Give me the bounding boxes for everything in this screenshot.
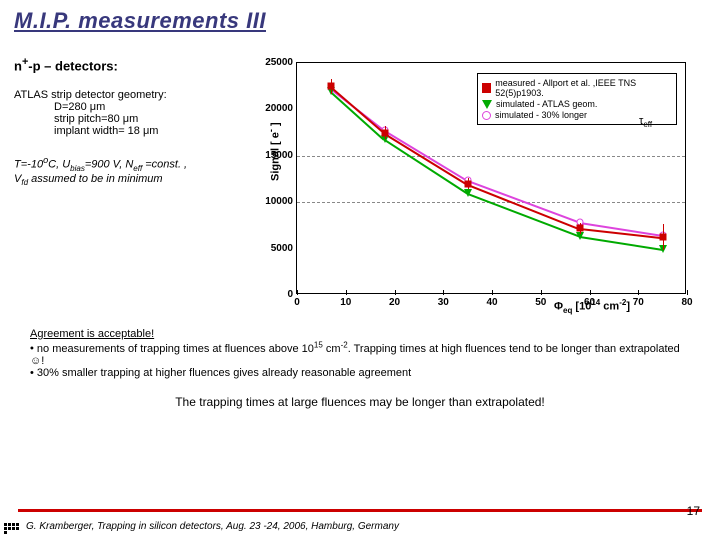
detector-subtitle: n+-p – detectors: (14, 56, 264, 73)
xtick-label: 40 (486, 297, 497, 308)
xtick-label: 70 (633, 297, 644, 308)
geometry-lead: ATLAS strip detector geometry: (14, 89, 264, 101)
grid-line (297, 156, 685, 157)
circle-marker-icon (482, 111, 491, 120)
legend-label: simulated - ATLAS geom. (496, 99, 597, 109)
series-segment (330, 86, 385, 134)
notes-bullet: • no measurements of trapping times at f… (30, 340, 690, 367)
geom-line: strip pitch=80 μm (14, 113, 264, 125)
notes-bullet: • 30% smaller trapping at higher fluence… (30, 367, 690, 379)
series-segment (384, 139, 468, 194)
legend-row: simulated - ATLAS geom. (482, 99, 672, 109)
page-number: 17 (687, 504, 700, 518)
series-segment (467, 184, 580, 230)
error-bar (468, 178, 469, 189)
slide-title: M.I.P. measurements III (0, 0, 720, 38)
corner-bullets-icon (4, 523, 22, 534)
footer-text: G. Kramberger, Trapping in silicon detec… (26, 521, 399, 532)
legend-label: simulated - 30% longer (495, 110, 587, 120)
ytick-label: 20000 (261, 103, 293, 114)
ytick-label: 10000 (261, 196, 293, 207)
data-point (464, 189, 472, 197)
ytick-label: 0 (261, 289, 293, 300)
signal-chart: Signal [ e- ] measured - Allport et al. … (264, 56, 694, 316)
error-bar (663, 224, 664, 250)
conclusion-text: The trapping times at large fluences may… (0, 395, 720, 409)
xtick-label: 80 (681, 297, 692, 308)
geom-line: implant width= 18 μm (14, 125, 264, 137)
chart-plot-area: measured - Allport et al. ,IEEE TNS 52(5… (296, 62, 686, 294)
notes-block: Agreement is acceptable! • no measuremen… (0, 316, 720, 379)
geom-line: D=280 μm (14, 101, 264, 113)
content-row: n+-p – detectors: ATLAS strip detector g… (0, 38, 720, 316)
error-bar (331, 79, 332, 94)
xtick-label: 0 (294, 297, 300, 308)
geometry-block: ATLAS strip detector geometry: D=280 μm … (14, 89, 264, 137)
left-column: n+-p – detectors: ATLAS strip detector g… (14, 56, 264, 316)
chart-xlabel: Φeq [1014 cm-2] (554, 298, 630, 315)
xtick-label: 10 (340, 297, 351, 308)
tau-annotation: τeff (639, 115, 652, 129)
footer-rule (18, 509, 702, 512)
xtick-label: 50 (535, 297, 546, 308)
error-bar (385, 126, 386, 139)
xtick-label: 30 (438, 297, 449, 308)
xtick-label: 20 (389, 297, 400, 308)
ytick-label: 15000 (261, 150, 293, 161)
series-segment (580, 236, 663, 250)
legend-row: measured - Allport et al. ,IEEE TNS 52(5… (482, 78, 672, 98)
legend-label: measured - Allport et al. ,IEEE TNS 52(5… (495, 78, 672, 98)
square-marker-icon (482, 83, 491, 93)
series-segment (384, 133, 468, 185)
error-bar (580, 223, 581, 234)
conditions-block: T=-10oC, Ubias=900 V, Neff =const. , Vfd… (14, 155, 264, 187)
ytick-label: 25000 (261, 57, 293, 68)
triangle-marker-icon (482, 100, 492, 109)
ytick-label: 5000 (261, 243, 293, 254)
notes-head: Agreement is acceptable! (30, 328, 690, 340)
series-segment (330, 91, 385, 140)
